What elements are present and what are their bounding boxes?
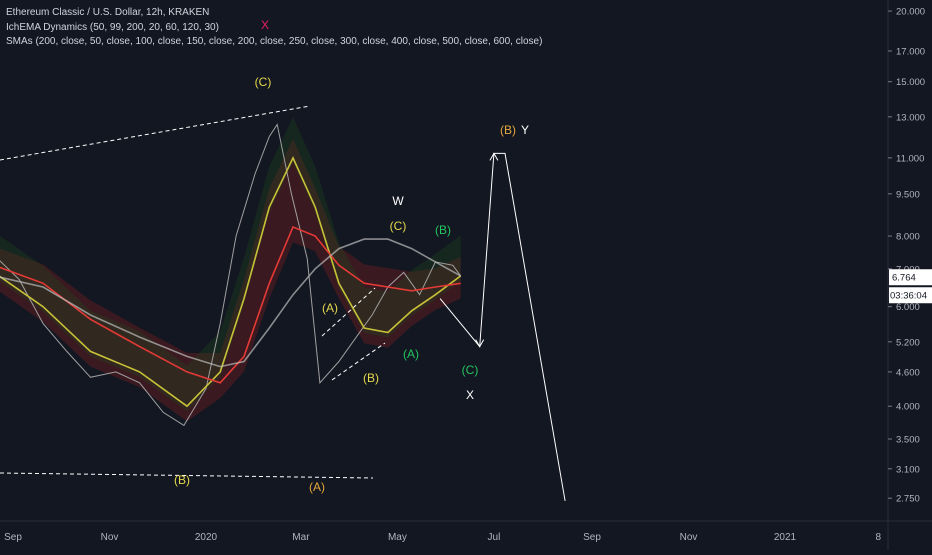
series-ema_fast	[0, 156, 462, 408]
time-tick-label: 8	[876, 532, 882, 543]
series-projection	[439, 152, 566, 501]
series-lines	[0, 123, 566, 501]
wave-label: (A)	[309, 480, 325, 494]
time-tick-label: Nov	[101, 532, 119, 543]
price-tick-label: 20.000	[896, 7, 925, 18]
price-tick-label: 4.000	[896, 402, 920, 413]
time-tick-label: Jul	[488, 532, 501, 543]
time-tick-label: Sep	[4, 532, 22, 543]
last-price-tag	[889, 269, 932, 286]
price-tick-label: 6.000	[896, 302, 920, 313]
price-tick-label: 4.600	[896, 367, 920, 378]
price-tick-label: 13.000	[896, 112, 925, 123]
wave-label: (C)	[390, 219, 407, 233]
last-price-value: 6.764	[892, 273, 916, 284]
price-tick-label: 9.500	[896, 189, 920, 200]
price-tick-label: 8.000	[896, 232, 920, 243]
wave-label: (B)	[174, 473, 190, 487]
lower-trendline	[0, 472, 374, 479]
indicator-smas[interactable]: SMAs (200, close, 50, close, 100, close,…	[6, 36, 543, 47]
price-tick-label: 2.750	[896, 494, 920, 505]
wave-label: X	[466, 388, 474, 402]
time-tick-label: 2020	[195, 532, 218, 543]
cloud-red	[0, 138, 461, 422]
wave-label: (B)	[363, 371, 379, 385]
wave-label: (A)	[322, 301, 338, 315]
channel-lower	[331, 342, 386, 381]
wave-label: W	[392, 194, 404, 208]
price-tick-label: 17.000	[896, 46, 925, 57]
series-price	[0, 123, 462, 427]
countdown-tag	[889, 287, 932, 304]
price-tick-label: 3.500	[896, 435, 920, 446]
price-tick-label: 5.200	[896, 337, 920, 348]
trendlines	[0, 105, 386, 479]
time-tick-label: Nov	[680, 532, 698, 543]
ichimoku-cloud	[0, 117, 461, 422]
remove-indicator-icon[interactable]: X	[261, 18, 270, 32]
price-tick-label: 3.100	[896, 464, 920, 475]
series-ema_slow	[0, 225, 461, 384]
countdown-value: 03:36:04	[890, 291, 927, 302]
wave-labels: (C) (B) (A) (A) (B) (C) W (A) (C) X (B) Y (B)	[174, 75, 529, 494]
time-tick-label: Sep	[583, 532, 601, 543]
indicator-ichema[interactable]: IchEMA Dynamics (50, 99, 200, 20, 60, 12…	[6, 21, 219, 33]
wave-label: (C)	[255, 75, 272, 89]
time-tick-label: 2021	[774, 532, 797, 543]
wave-label: (A)	[403, 347, 419, 361]
channel-upper	[321, 287, 376, 337]
projection-arrowhead	[489, 152, 499, 161]
cloud-green	[0, 117, 461, 412]
symbol-title[interactable]: Ethereum Classic / U.S. Dollar, 12h, KRA…	[6, 7, 210, 18]
wave-label: Y	[521, 123, 529, 137]
upper-trendline	[0, 105, 311, 161]
projection-arrowhead	[475, 339, 485, 348]
series-sma	[0, 238, 462, 368]
wave-label: (B)	[500, 123, 516, 137]
price-tick-label: 11.000	[896, 153, 924, 164]
chart-legend: Ethereum Classic / U.S. Dollar, 12h, KRA…	[6, 6, 542, 50]
wave-label: (B)	[435, 223, 451, 237]
wave-label: (C)	[462, 363, 479, 377]
time-tick-label: May	[388, 532, 407, 543]
price-tick-label: 15.000	[896, 77, 925, 88]
time-tick-label: Mar	[292, 532, 310, 543]
